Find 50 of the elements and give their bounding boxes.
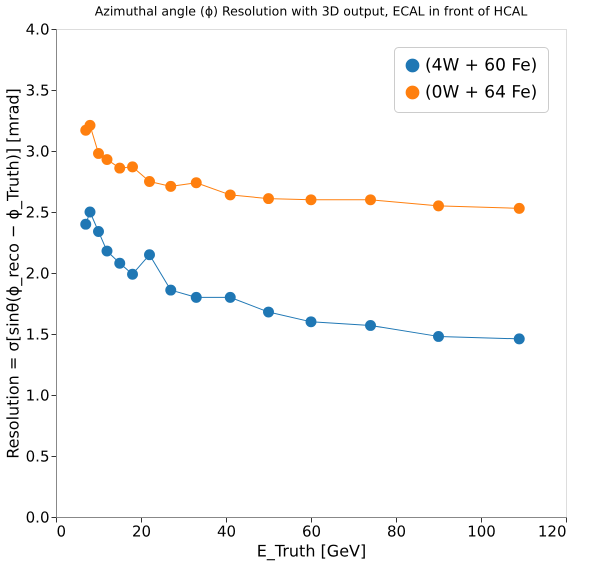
point — [224, 292, 236, 303]
y-tick-label: 1.0 — [26, 386, 50, 404]
legend-label: (0W + 64 Fe) — [425, 82, 538, 102]
point — [102, 154, 112, 166]
x-tick-label: 40 — [216, 522, 236, 540]
x-axis-title: E_Truth [GeV] — [256, 542, 366, 560]
x-tick-label: 0 — [56, 522, 66, 540]
x-tick-label: 120 — [538, 522, 566, 540]
legend-label: (4W + 60 Fe) — [425, 56, 538, 76]
x-tick-label: 80 — [386, 522, 406, 540]
point — [127, 268, 138, 280]
point — [263, 306, 274, 318]
y-tick-label: 2.5 — [26, 204, 50, 222]
point — [433, 200, 444, 212]
point — [93, 148, 104, 159]
point — [165, 180, 176, 192]
point — [127, 161, 138, 172]
point — [190, 292, 202, 303]
point — [144, 176, 155, 187]
x-tick-label: 20 — [132, 522, 152, 540]
point — [114, 258, 126, 269]
point — [433, 330, 444, 342]
point — [365, 320, 376, 331]
x-tick-label: 60 — [302, 522, 322, 540]
point — [306, 194, 316, 206]
y-tick-label: 0.0 — [26, 508, 50, 526]
point — [84, 120, 96, 131]
y-tick-label: 1.5 — [26, 326, 50, 344]
y-tick-label: 4.0 — [26, 20, 50, 38]
point — [306, 316, 316, 328]
point — [365, 194, 376, 206]
y-tick-label: 2.0 — [26, 264, 50, 282]
x-tick-label: 100 — [467, 522, 496, 540]
point — [84, 206, 96, 218]
point — [165, 284, 176, 296]
point — [190, 177, 202, 188]
point — [514, 202, 525, 214]
point — [144, 249, 155, 260]
y-tick-label: 3.5 — [26, 82, 50, 100]
point — [514, 333, 525, 344]
point — [114, 162, 126, 174]
point — [80, 218, 92, 230]
point — [93, 226, 104, 237]
y-axis-title: Resolution = σ[sinθ(ϕ_reco − ϕ_Truth)] [mrad] — [4, 88, 23, 459]
point — [224, 189, 236, 200]
point — [263, 193, 274, 204]
y-tick-label: 3.0 — [26, 142, 50, 160]
y-tick-label: 0.5 — [26, 448, 50, 466]
chart-title: Azimuthal angle (ϕ) Resolution with 3D output, ECAL in front of HCAL — [94, 4, 528, 18]
point — [102, 246, 112, 257]
